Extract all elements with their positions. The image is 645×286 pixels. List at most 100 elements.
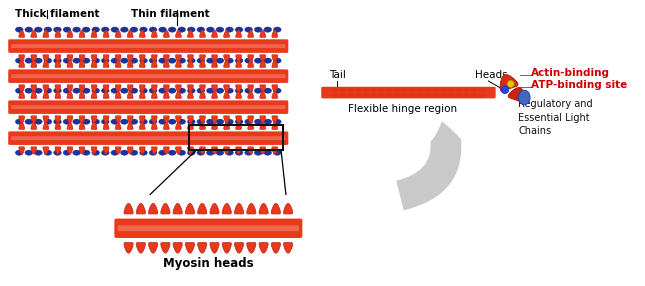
Ellipse shape <box>409 88 416 92</box>
Ellipse shape <box>149 58 157 63</box>
Polygon shape <box>43 60 49 67</box>
Polygon shape <box>235 60 242 67</box>
Polygon shape <box>127 55 133 62</box>
Polygon shape <box>139 60 145 67</box>
Polygon shape <box>79 147 85 154</box>
Polygon shape <box>43 30 49 37</box>
Polygon shape <box>91 85 97 92</box>
Polygon shape <box>234 243 244 253</box>
Polygon shape <box>224 122 230 130</box>
Ellipse shape <box>159 119 166 124</box>
Ellipse shape <box>54 150 61 155</box>
Polygon shape <box>272 60 278 67</box>
Polygon shape <box>148 243 158 253</box>
Polygon shape <box>212 60 217 67</box>
Ellipse shape <box>386 88 393 92</box>
Polygon shape <box>91 147 97 154</box>
Polygon shape <box>173 203 183 214</box>
Polygon shape <box>43 91 49 98</box>
Ellipse shape <box>440 93 446 97</box>
Ellipse shape <box>244 58 253 63</box>
Polygon shape <box>152 60 157 67</box>
Polygon shape <box>163 91 169 98</box>
Polygon shape <box>127 60 133 67</box>
Ellipse shape <box>139 150 148 155</box>
Ellipse shape <box>226 88 233 93</box>
Ellipse shape <box>370 93 377 97</box>
Polygon shape <box>175 147 181 154</box>
Polygon shape <box>79 55 85 62</box>
Polygon shape <box>260 60 266 67</box>
FancyBboxPatch shape <box>11 44 285 48</box>
Ellipse shape <box>25 88 33 93</box>
Ellipse shape <box>264 58 272 63</box>
Polygon shape <box>224 85 230 92</box>
Ellipse shape <box>149 88 157 93</box>
Ellipse shape <box>355 88 362 92</box>
Ellipse shape <box>478 88 485 92</box>
Polygon shape <box>67 122 73 130</box>
Polygon shape <box>235 116 242 123</box>
Ellipse shape <box>73 88 81 93</box>
Ellipse shape <box>332 93 339 97</box>
Polygon shape <box>43 122 49 130</box>
Ellipse shape <box>159 150 166 155</box>
Polygon shape <box>235 85 242 92</box>
Ellipse shape <box>206 119 214 124</box>
Ellipse shape <box>92 27 99 32</box>
Ellipse shape <box>463 93 470 97</box>
Ellipse shape <box>455 88 462 92</box>
Text: Thin filament: Thin filament <box>131 9 210 19</box>
Polygon shape <box>139 55 145 62</box>
Ellipse shape <box>244 119 253 124</box>
Polygon shape <box>197 243 207 253</box>
Ellipse shape <box>244 27 253 32</box>
Text: Tail: Tail <box>329 70 346 80</box>
Polygon shape <box>260 147 266 154</box>
Ellipse shape <box>25 27 33 32</box>
Ellipse shape <box>149 119 157 124</box>
Ellipse shape <box>197 27 204 32</box>
Polygon shape <box>199 30 205 37</box>
Ellipse shape <box>432 93 439 97</box>
Ellipse shape <box>187 58 195 63</box>
Polygon shape <box>127 85 133 92</box>
Ellipse shape <box>121 88 128 93</box>
Ellipse shape <box>82 58 90 63</box>
Polygon shape <box>272 147 278 154</box>
Polygon shape <box>19 147 25 154</box>
Polygon shape <box>152 91 157 98</box>
Ellipse shape <box>216 88 224 93</box>
Polygon shape <box>79 122 85 130</box>
Ellipse shape <box>273 88 281 93</box>
Ellipse shape <box>92 150 99 155</box>
Polygon shape <box>163 30 169 37</box>
Ellipse shape <box>187 119 195 124</box>
Polygon shape <box>139 85 145 92</box>
Polygon shape <box>259 243 268 253</box>
Ellipse shape <box>178 88 186 93</box>
Ellipse shape <box>501 86 509 94</box>
Polygon shape <box>31 122 37 130</box>
Polygon shape <box>188 147 194 154</box>
Text: Actin-binding: Actin-binding <box>531 68 610 78</box>
Polygon shape <box>199 116 205 123</box>
Ellipse shape <box>216 58 224 63</box>
Ellipse shape <box>187 150 195 155</box>
Ellipse shape <box>139 58 148 63</box>
Ellipse shape <box>149 27 157 32</box>
Ellipse shape <box>121 150 128 155</box>
Polygon shape <box>212 85 217 92</box>
Polygon shape <box>136 203 145 214</box>
Ellipse shape <box>111 119 119 124</box>
Ellipse shape <box>273 150 281 155</box>
FancyBboxPatch shape <box>11 136 285 140</box>
Polygon shape <box>212 147 217 154</box>
Ellipse shape <box>235 27 243 32</box>
Polygon shape <box>115 122 121 130</box>
Ellipse shape <box>378 93 385 97</box>
Ellipse shape <box>254 27 262 32</box>
Ellipse shape <box>130 88 138 93</box>
FancyBboxPatch shape <box>114 219 303 238</box>
Ellipse shape <box>63 119 71 124</box>
